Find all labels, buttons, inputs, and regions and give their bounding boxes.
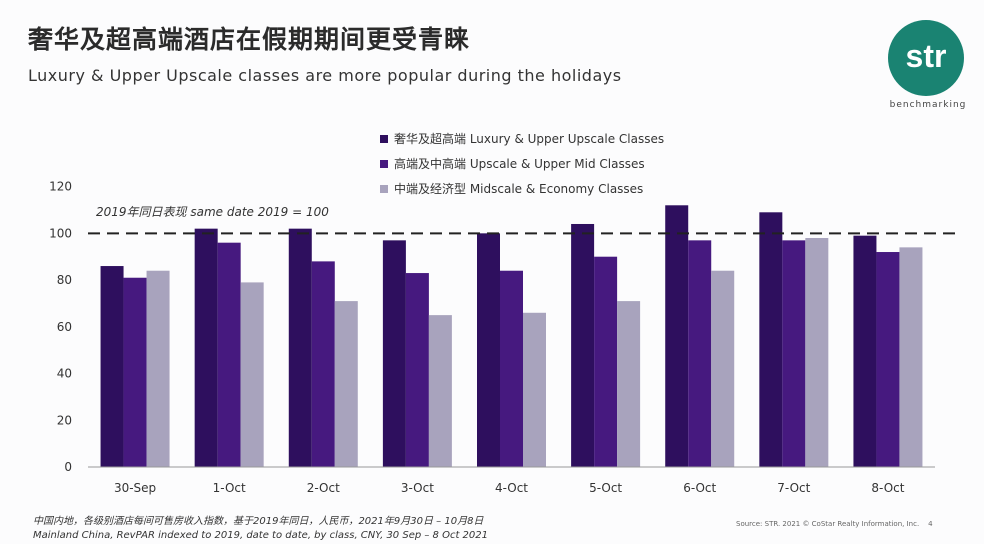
chart-legend: 奢华及超高端 Luxury & Upper Upscale Classes 高端… — [380, 126, 664, 201]
bar — [876, 252, 900, 467]
bar — [899, 247, 923, 467]
footnote-en: Mainland China, RevPAR indexed to 2019, … — [33, 530, 489, 541]
footnote-cn: 中国内地，各级别酒店每间可售房收入指数，基于2019年同日，人民币，2021年9… — [33, 516, 484, 527]
legend-item: 中端及经济型 Midscale & Economy Classes — [380, 176, 664, 201]
y-tick-label: 0 — [64, 460, 72, 474]
reference-line-label: 2019年同日表现 same date 2019 = 100 — [96, 205, 329, 219]
logo-text: str — [905, 38, 947, 74]
legend-swatch — [380, 159, 388, 168]
bar — [571, 223, 595, 467]
bar — [711, 270, 735, 467]
x-tick-label: 8-Oct — [871, 481, 904, 495]
x-tick-label: 3-Oct — [401, 481, 434, 495]
x-tick-label: 5-Oct — [589, 481, 622, 495]
footnote: 中国内地，各级别酒店每间可售房收入指数，基于2019年同日，人民币，2021年9… — [33, 515, 488, 543]
bar — [311, 261, 335, 467]
bar — [853, 235, 877, 467]
logo-subtitle: benchmarking — [889, 100, 967, 110]
bar — [217, 242, 241, 467]
x-tick-label: 2-Oct — [307, 481, 340, 495]
bar — [759, 212, 783, 467]
y-tick-label: 40 — [57, 367, 72, 381]
bar — [523, 312, 546, 467]
bar — [477, 233, 500, 467]
bar — [428, 315, 452, 467]
y-tick-label: 20 — [57, 413, 72, 427]
bar — [382, 240, 406, 467]
page-number: 4 — [928, 520, 933, 528]
legend-swatch — [380, 184, 388, 193]
y-tick-label: 80 — [57, 273, 72, 287]
bar — [288, 228, 312, 467]
bar — [194, 228, 218, 467]
str-logo: str — [888, 20, 964, 96]
legend-label: 奢华及超高端 Luxury & Upper Upscale Classes — [394, 132, 665, 146]
bar — [240, 282, 264, 467]
bar — [782, 240, 806, 467]
y-tick-label: 120 — [49, 180, 72, 194]
bar — [123, 277, 147, 467]
bar — [805, 238, 829, 467]
bar — [688, 240, 712, 467]
y-tick-label: 60 — [57, 320, 72, 334]
bar — [405, 273, 429, 467]
x-tick-label: 4-Oct — [495, 481, 528, 495]
x-tick-label: 6-Oct — [683, 481, 716, 495]
y-tick-label: 100 — [49, 226, 72, 240]
page-subtitle: Luxury & Upper Upscale classes are more … — [28, 66, 622, 85]
source-note: Source: STR. 2021 © CoStar Realty Inform… — [736, 520, 933, 528]
legend-label: 高端及中高端 Upscale & Upper Mid Classes — [394, 157, 645, 171]
page-title: 奢华及超高端酒店在假期期间更受青睐 — [28, 25, 471, 54]
x-tick-label: 7-Oct — [777, 481, 810, 495]
bar — [100, 266, 124, 467]
legend-swatch — [380, 134, 388, 143]
bar — [594, 256, 618, 467]
bar — [617, 301, 641, 467]
x-tick-label: 30-Sep — [114, 481, 156, 495]
bar — [500, 270, 523, 467]
x-tick-label: 1-Oct — [213, 481, 246, 495]
bar — [665, 205, 689, 467]
bar — [334, 301, 358, 467]
legend-item: 奢华及超高端 Luxury & Upper Upscale Classes — [380, 126, 664, 151]
bar — [146, 270, 170, 467]
legend-label: 中端及经济型 Midscale & Economy Classes — [394, 182, 644, 196]
source-text: Source: STR. 2021 © CoStar Realty Inform… — [736, 520, 920, 528]
legend-item: 高端及中高端 Upscale & Upper Mid Classes — [380, 151, 664, 176]
